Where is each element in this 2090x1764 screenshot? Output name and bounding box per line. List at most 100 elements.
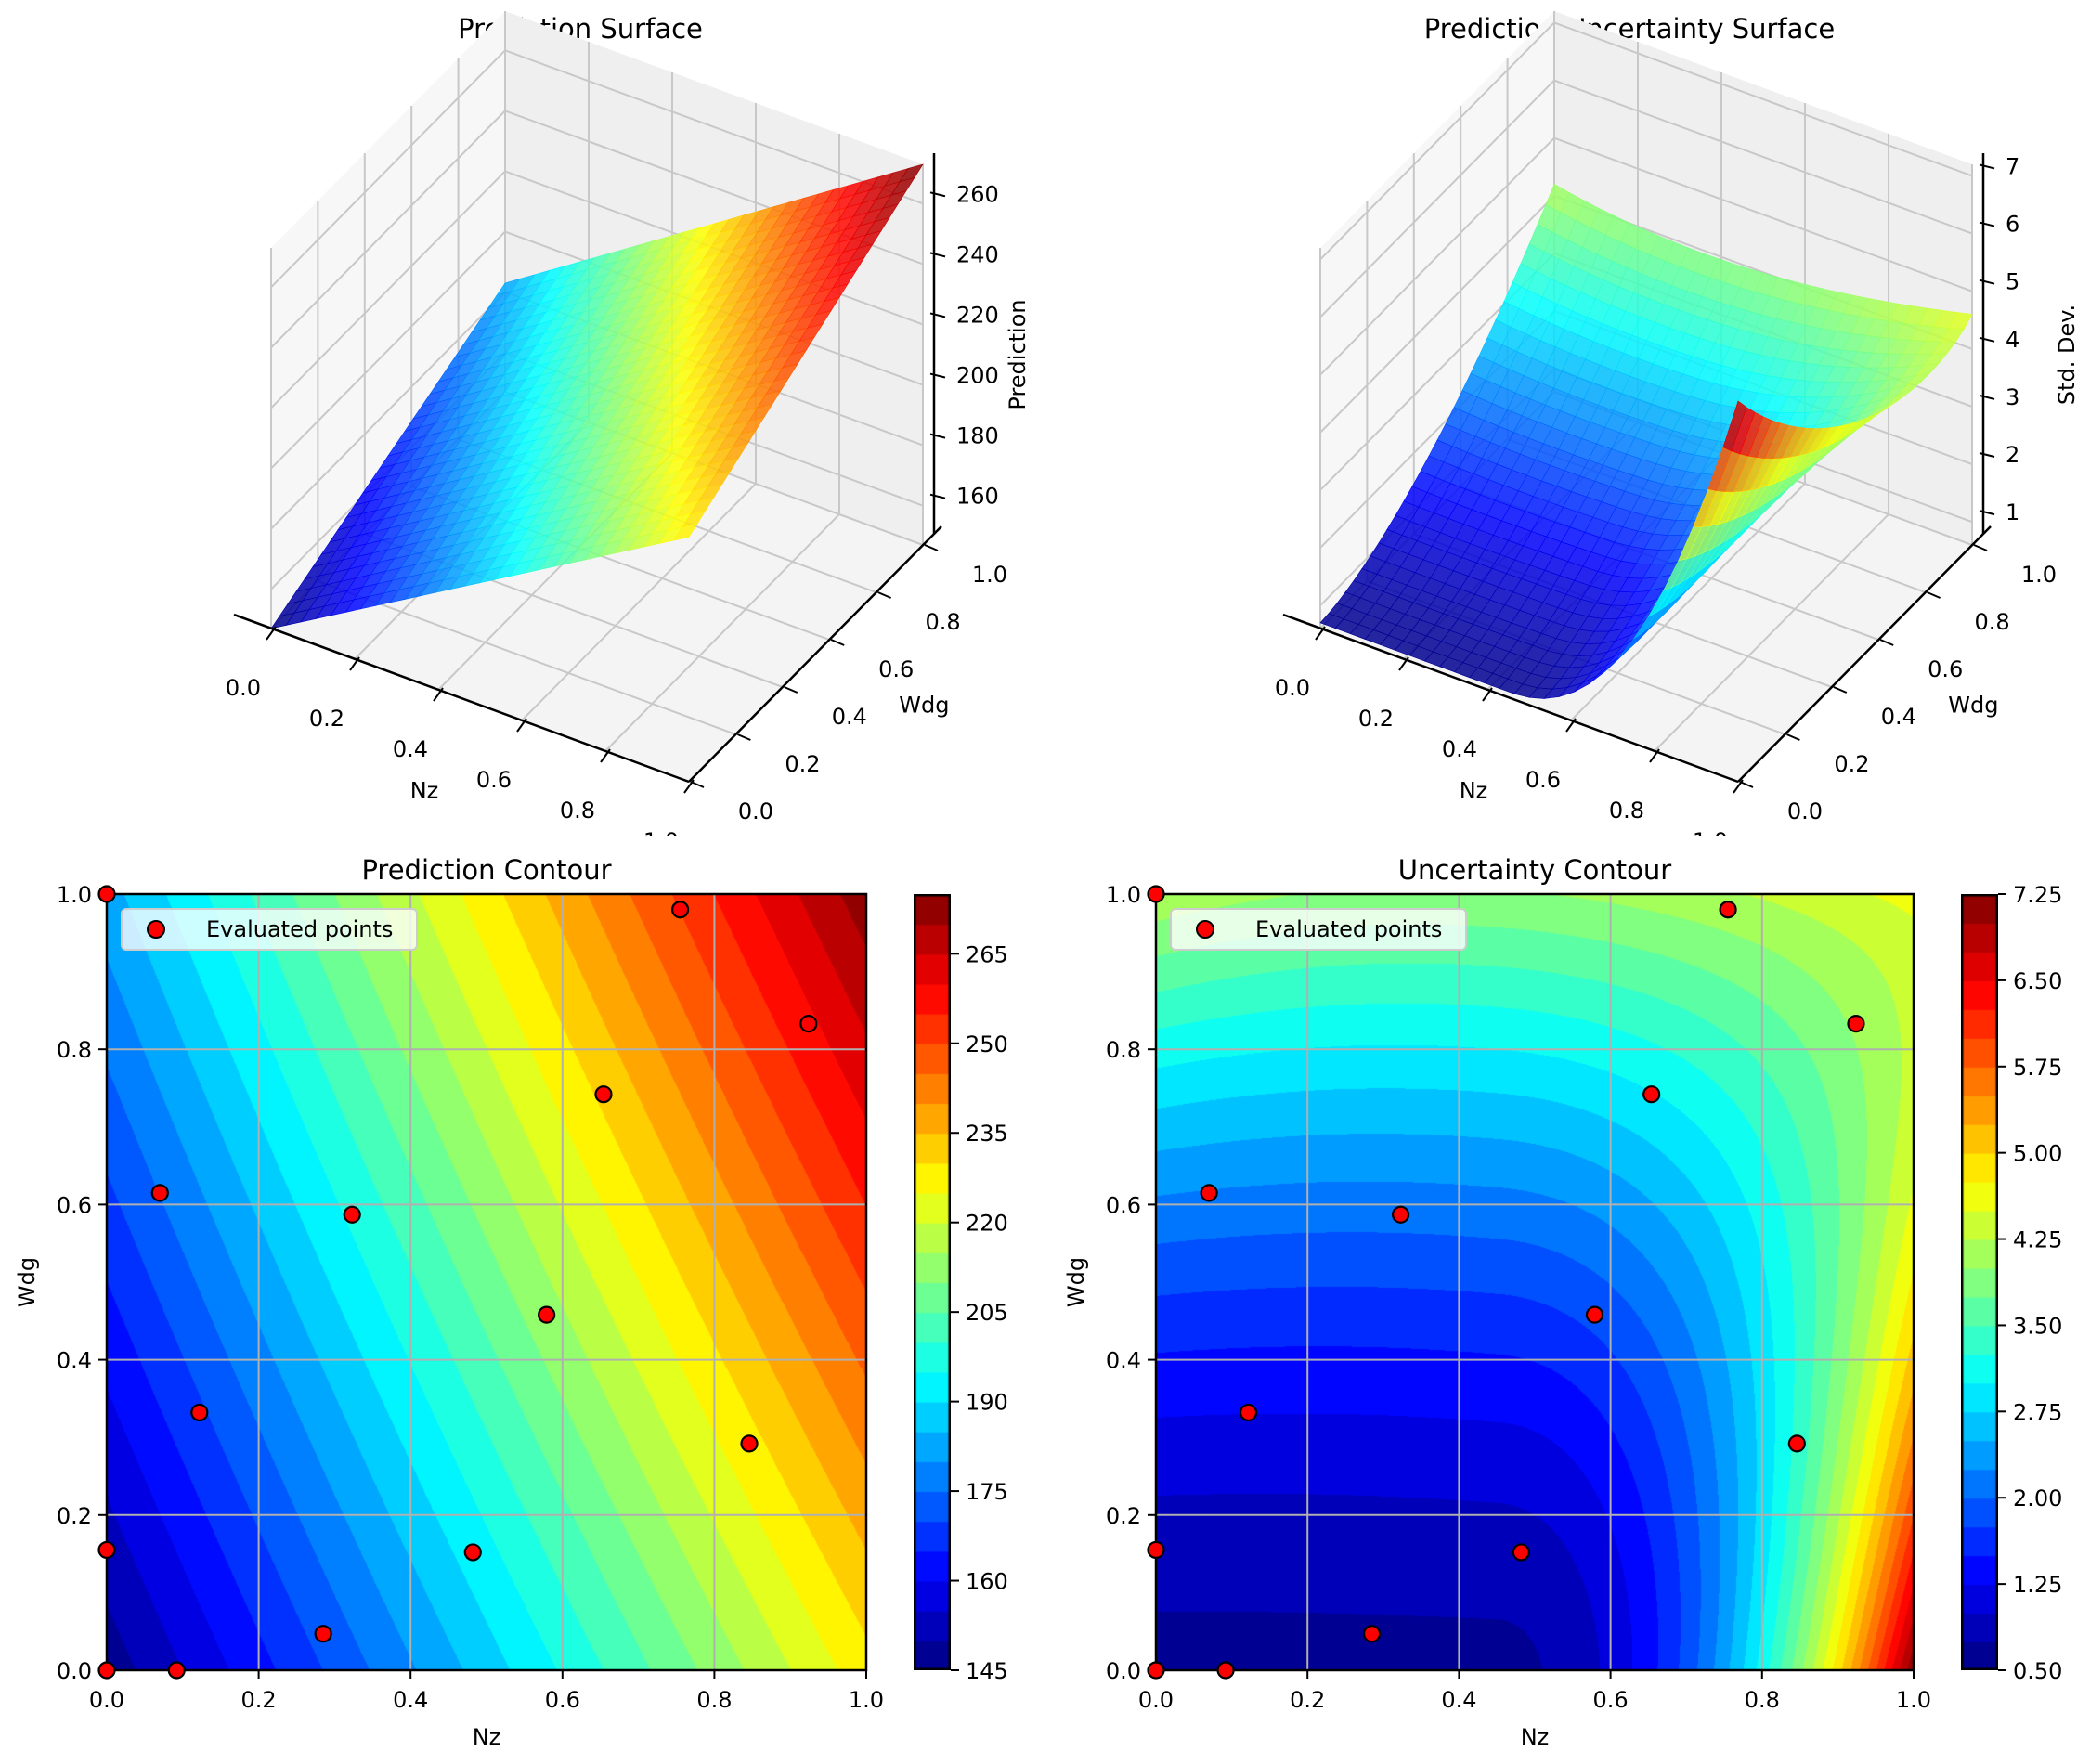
nz-axis-label: Nz [1460, 778, 1488, 804]
x-axis-label: Nz [1521, 1724, 1550, 1750]
wdg-tick [1927, 591, 1941, 599]
evaluated-point [1787, 1434, 1806, 1453]
x-tick-label: 0.8 [1745, 1687, 1780, 1713]
y-tick-label: 0.2 [1106, 1503, 1141, 1529]
surface-patch [673, 523, 698, 541]
colorbar-tick-label: 265 [966, 941, 1008, 967]
y-tick-label: 0.0 [57, 1658, 92, 1684]
x-tick-label: 0.6 [1593, 1687, 1629, 1713]
nz-tick-label: 0.8 [1609, 798, 1644, 824]
wdg-tick-label: 1.0 [972, 562, 1007, 588]
x-tick-label: 0.0 [89, 1687, 124, 1713]
wdg-axis-line [1737, 525, 1992, 783]
uncertainty-surface-plot: 0.0 0.2 0.4 0.6 0.8 1.0 0.0 0.2 0.4 0.6 0.8 1.0 1 2 3 4… [1275, 11, 2080, 836]
evaluated-point [1719, 901, 1737, 919]
wdg-tick-label: 0.6 [878, 656, 914, 682]
y-tick-label: 1.0 [57, 882, 92, 908]
wdg-tick-label: 0.8 [1975, 609, 2010, 635]
legend-label: Evaluated points [206, 916, 394, 942]
z-tick [1979, 510, 1995, 516]
evaluated-point [1147, 1540, 1165, 1560]
colorbar-tick-label: 190 [966, 1390, 1008, 1416]
grid-line [604, 513, 840, 752]
grid-line [1319, 79, 1555, 318]
nz-axis-line [1282, 613, 1739, 784]
z-tick-label: 1 [2006, 499, 2019, 525]
x-axis-label: Nz [473, 1724, 501, 1750]
grid-line [1319, 21, 1555, 261]
z-tick-label: 200 [956, 363, 999, 389]
grid-line [318, 580, 736, 735]
evaluated-point [538, 1305, 556, 1324]
nz-tick-label: 0.4 [1442, 736, 1477, 762]
wdg-tick-label: 0.2 [785, 751, 820, 777]
wdg-tick-label: 0.6 [1928, 656, 1963, 682]
x-tick-label: 0.0 [1138, 1687, 1174, 1713]
evaluated-point [1512, 1543, 1530, 1562]
nz-tick [1398, 656, 1409, 671]
grid-line [1654, 513, 1889, 752]
wdg-tick-label: 0.4 [1881, 704, 1916, 730]
wdg-tick-label: 0.2 [1834, 751, 1869, 777]
evaluated-point [1391, 1205, 1410, 1224]
y-tick-label: 0.2 [57, 1503, 92, 1529]
colorbar-tick-label: 1.25 [2013, 1572, 2062, 1598]
z-tick-label: 4 [2006, 327, 2019, 353]
wdg-tick [737, 733, 751, 741]
x-tick-label: 0.4 [393, 1687, 428, 1713]
evaluated-point [670, 901, 690, 919]
z-tick [1979, 279, 1995, 285]
nz-tick-label: 0.4 [393, 736, 428, 762]
grid-line [1553, 136, 1973, 292]
uncertainty-contour-field[interactable] [1156, 894, 1914, 1670]
x-tick-label: 0.2 [241, 1687, 277, 1713]
x-tick-label: 1.0 [849, 1687, 884, 1713]
nz-tick-label: 0.2 [309, 706, 344, 732]
evaluated-point [1847, 1015, 1865, 1033]
x-tick-label: 0.2 [1290, 1687, 1325, 1713]
nz-tick-label: 0.8 [560, 798, 595, 824]
z-tick-label: 7 [2006, 153, 2019, 179]
evaluated-point [1147, 885, 1165, 903]
evaluated-point [1200, 1184, 1218, 1202]
evaluated-point [343, 1205, 361, 1224]
z-tick [1979, 336, 1995, 343]
colorbar-tick-label: 160 [966, 1569, 1008, 1595]
evaluated-point [97, 885, 116, 903]
evaluated-point [740, 1434, 759, 1453]
colorbar-tick-label: 5.00 [2013, 1141, 2062, 1167]
colorbar-tick-label: 5.75 [2013, 1055, 2062, 1081]
y-tick-label: 1.0 [1106, 882, 1141, 908]
plot-frame [1154, 892, 1915, 1672]
nz-tick-label: 1.0 [1693, 828, 1728, 836]
colorbar-tick-label: 7.25 [2013, 882, 2062, 908]
colorbar-tick-label: 2.00 [2013, 1485, 2062, 1511]
z-tick [1979, 221, 1995, 227]
wdg-tick [1786, 733, 1800, 741]
wdg-tick [924, 544, 939, 551]
prediction-contour-field[interactable] [107, 894, 866, 1670]
x-tick-label: 0.4 [1441, 1687, 1476, 1713]
y-tick-label: 0.6 [1106, 1192, 1141, 1218]
evaluated-point [1362, 1625, 1382, 1643]
colorbar-tick-label: 4.25 [2013, 1227, 2062, 1253]
y-tick-label: 0.6 [57, 1192, 92, 1218]
x-tick-label: 1.0 [1896, 1687, 1931, 1713]
prediction-surface-panel: Prediction Surface 0.00.20.40.60.81.00.0… [0, 0, 1045, 836]
grid-line [1553, 21, 1973, 177]
nz-axis-line [233, 613, 690, 784]
grid-line [270, 291, 506, 530]
wdg-tick-label: 0.4 [832, 704, 867, 730]
z-tick [929, 191, 946, 198]
wdg-tick-label: 0.0 [1787, 798, 1823, 824]
nz-tick [433, 687, 444, 702]
z-tick-label: 2 [2006, 442, 2019, 468]
z-tick [1979, 163, 1995, 170]
z-tick-label: 260 [956, 181, 999, 207]
evaluated-point [1216, 1661, 1235, 1680]
grid-line [270, 230, 506, 470]
z-tick-label: 3 [2006, 384, 2019, 410]
evaluated-point [1585, 1305, 1604, 1324]
wdg-tick [690, 781, 705, 788]
prediction-colorbar [914, 894, 951, 1670]
